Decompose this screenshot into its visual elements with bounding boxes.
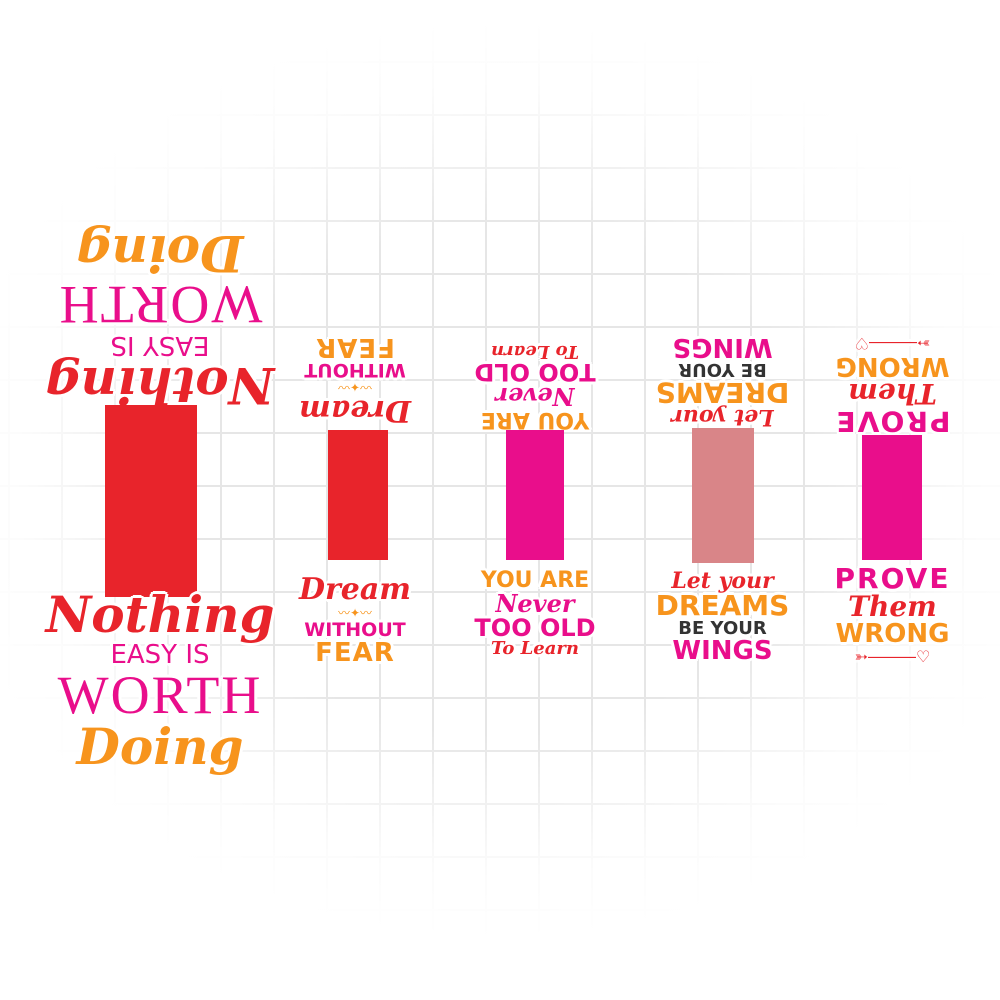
quote-line-let-your: Let your: [671, 568, 774, 594]
quote-top-flipped: Dream 〰✦〰 WITHOUT FEAR: [290, 315, 420, 428]
quote-line-to-learn: To Learn: [491, 638, 579, 659]
quote-line-worth: WORTH: [57, 275, 263, 335]
color-bar: [692, 428, 754, 563]
quote-top-flipped: YOU ARE Never TOO OLD To Learn: [465, 315, 605, 432]
quote-line-doing: Doing: [76, 224, 244, 283]
quote-top-flipped: Let your DREAMS BE YOUR WINGS: [650, 310, 795, 430]
quote-line-you-are: YOU ARE: [480, 568, 590, 593]
swirl-divider-icon: 〰✦〰: [337, 380, 373, 394]
quote-line-nothing: Nothing: [45, 356, 275, 415]
sticker-nothing-easy: Nothing EASY IS WORTH Doing Nothing EASY…: [40, 190, 280, 800]
quote-line-wings: WINGS: [672, 332, 773, 362]
quote-line-prove: PROVE: [834, 562, 951, 595]
quote-line-too-old: TOO OLD: [474, 614, 596, 642]
quote-bottom: Let your DREAMS BE YOUR WINGS: [650, 570, 795, 688]
quote-top-flipped: Nothing EASY IS WORTH Doing: [40, 190, 280, 415]
quote-line-them: Them: [848, 590, 937, 623]
quote-line-nothing: Nothing: [45, 585, 275, 644]
quote-line-be-your: BE YOUR: [678, 618, 767, 639]
quote-line-you-are: YOU ARE: [480, 407, 590, 432]
sticker-never-too-old: YOU ARE Never TOO OLD To Learn YOU ARE N…: [465, 315, 605, 685]
color-bar: [105, 405, 197, 597]
quote-line-dreams: DREAMS: [655, 589, 790, 622]
quote-line-without: WITHOUT: [304, 359, 406, 381]
quote-line-dream: Dream: [298, 572, 412, 607]
quote-line-dreams: DREAMS: [655, 376, 790, 409]
quote-line-never: Never: [495, 382, 575, 411]
quote-line-prove: PROVE: [834, 405, 951, 438]
quote-line-fear: FEAR: [315, 638, 395, 668]
quote-line-never: Never: [495, 589, 575, 618]
quote-line-easy-is: EASY IS: [110, 640, 210, 670]
quote-line-too-old: TOO OLD: [474, 358, 596, 386]
quote-line-easy-is: EASY IS: [110, 330, 210, 360]
quote-bottom: Nothing EASY IS WORTH Doing: [40, 590, 280, 800]
quote-line-wrong: WRONG: [835, 619, 950, 649]
quote-line-doing: Doing: [76, 717, 244, 776]
quote-line-wings: WINGS: [672, 636, 773, 666]
heart-arrow-icon: ➳―――♡: [854, 647, 931, 666]
color-bar: [328, 430, 388, 560]
quote-line-let-your: Let your: [671, 404, 774, 430]
quote-line-wrong: WRONG: [835, 351, 950, 381]
quote-line-them: Them: [848, 377, 937, 410]
quote-line-fear: FEAR: [315, 332, 395, 362]
swirl-divider-icon: 〰✦〰: [337, 606, 373, 620]
heart-arrow-icon: ➳―――♡: [854, 334, 931, 353]
sticker-dream-without-fear: Dream 〰✦〰 WITHOUT FEAR Dream 〰✦〰 WITHOUT…: [290, 315, 420, 685]
color-bar: [506, 430, 564, 560]
quote-bottom: YOU ARE Never TOO OLD To Learn: [465, 570, 605, 685]
quote-line-worth: WORTH: [57, 665, 263, 725]
quote-line-dream: Dream: [298, 393, 412, 428]
quote-bottom: PROVE Them WRONG ➳―――♡: [820, 565, 965, 690]
quote-bottom: Dream 〰✦〰 WITHOUT FEAR: [290, 575, 420, 685]
quote-line-without: WITHOUT: [304, 619, 406, 641]
quote-top-flipped: PROVE Them WRONG ➳―――♡: [820, 310, 965, 438]
sticker-dreams-wings: Let your DREAMS BE YOUR WINGS Let your D…: [650, 310, 795, 690]
color-bar: [862, 435, 922, 560]
sticker-prove-them-wrong: PROVE Them WRONG ➳―――♡ PROVE Them WRONG …: [820, 310, 965, 690]
